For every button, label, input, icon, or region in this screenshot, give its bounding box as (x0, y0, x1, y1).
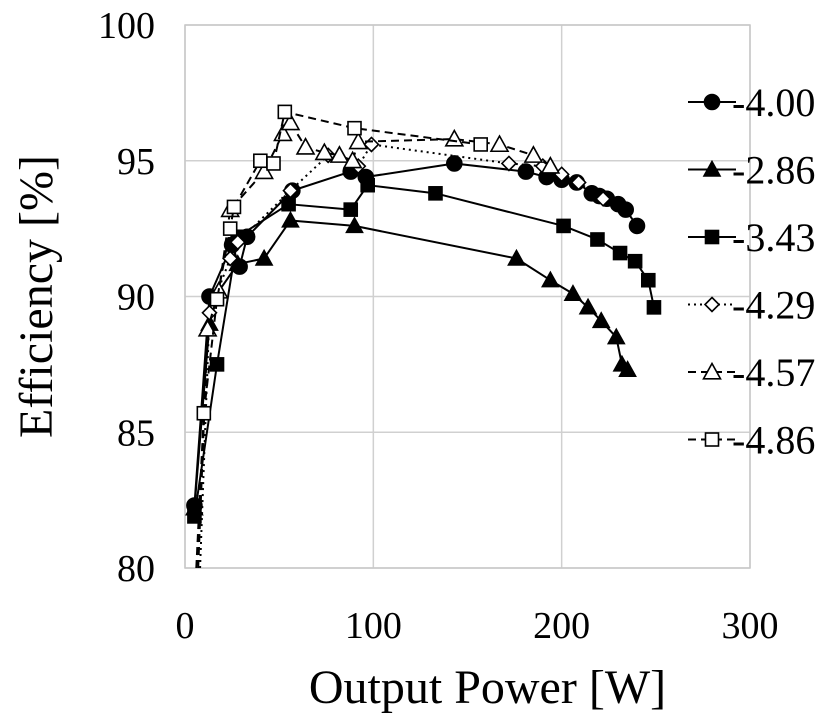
legend-marker (703, 296, 721, 313)
data-point (640, 272, 656, 288)
data-point (606, 327, 626, 345)
data-point (281, 210, 300, 228)
data-point (345, 216, 364, 234)
y-tick-label: 95 (117, 141, 155, 183)
legend-label: -2.86 (732, 148, 815, 193)
data-point (570, 174, 587, 191)
x-tick-label: 300 (722, 605, 779, 647)
data-point (646, 300, 662, 315)
data-point (360, 177, 375, 193)
series-2.86 (185, 210, 637, 516)
data-point (489, 134, 510, 153)
series-4.00 (186, 155, 646, 514)
data-point (446, 155, 463, 172)
data-point (280, 112, 301, 131)
series-4.29 (199, 136, 612, 569)
legend-label: -4.29 (732, 283, 815, 328)
legend-marker (704, 432, 720, 447)
legend-label: -3.43 (732, 215, 815, 260)
legend-marker (704, 229, 720, 245)
legend-label: -4.00 (732, 80, 815, 125)
x-tick-label: 0 (176, 605, 195, 647)
legend-item: -4.29 (688, 283, 815, 328)
legend-item: -4.86 (688, 418, 815, 463)
data-point (473, 137, 488, 152)
data-point (222, 221, 238, 236)
data-point (314, 142, 335, 161)
gridlines (184, 24, 751, 569)
legend: -4.00 -2.86 -3.43 -4.29 -4.57 -4.86 (688, 80, 815, 463)
data-point (281, 196, 296, 212)
data-point (277, 104, 293, 120)
x-tick-label: 100 (345, 605, 402, 647)
data-point (347, 120, 362, 136)
data-point (500, 155, 518, 172)
data-point (187, 509, 202, 524)
data-point (541, 270, 560, 288)
data-point (229, 234, 246, 251)
data-point (617, 201, 635, 218)
series-line (193, 162, 638, 506)
legend-marker (702, 159, 722, 177)
data-point (209, 291, 225, 307)
data-point (590, 232, 605, 247)
data-point (578, 297, 598, 315)
legend-item: -4.57 (688, 350, 815, 395)
data-point (295, 137, 316, 155)
y-axis-tick-labels: 80 85 90 95 100 (98, 5, 155, 590)
series-4.86 (195, 104, 488, 569)
series-4.57 (197, 112, 561, 569)
plot-area (184, 24, 751, 569)
data-point (618, 360, 637, 378)
y-axis-title: Efficiency [%] (10, 155, 63, 438)
data-point (254, 248, 274, 266)
x-axis-tick-labels: 0 100 200 300 (176, 605, 779, 647)
y-tick-label: 85 (117, 412, 155, 454)
series-3.43 (187, 177, 662, 524)
data-point (594, 190, 612, 207)
series-line (199, 143, 604, 569)
y-tick-label: 90 (117, 277, 155, 319)
data-point (612, 245, 628, 261)
legend-label: -4.57 (732, 350, 815, 395)
data-point (627, 253, 643, 269)
data-point (329, 145, 350, 163)
legend-item: -4.00 (688, 80, 815, 125)
data-point (517, 163, 535, 180)
legend-item: -2.86 (688, 148, 815, 193)
x-tick-label: 200 (533, 605, 590, 647)
data-point (444, 128, 465, 147)
data-point (266, 156, 281, 171)
data-point (348, 131, 369, 150)
data-point (197, 318, 218, 337)
data-point (428, 186, 443, 201)
data-point (343, 202, 359, 217)
data-point (363, 136, 380, 153)
data-point (196, 405, 212, 421)
data-point (556, 218, 571, 234)
data-point (540, 156, 561, 174)
data-point (591, 311, 611, 329)
data-point (253, 153, 268, 169)
data-point (342, 150, 363, 169)
data-point (226, 199, 242, 215)
x-axis-title: Output Power [W] (309, 661, 666, 714)
legend-label: -4.86 (732, 418, 815, 463)
series-line (195, 110, 481, 569)
series-line (197, 121, 551, 569)
legend-marker (703, 93, 721, 111)
data-point (628, 217, 646, 235)
data-point (507, 248, 526, 266)
legend-marker (702, 361, 722, 380)
legend-item: -3.43 (688, 215, 815, 260)
y-tick-label: 100 (98, 5, 155, 47)
series-line (193, 184, 655, 517)
data-series (185, 104, 662, 569)
data-point (523, 145, 544, 163)
data-point (282, 182, 299, 199)
data-point (209, 357, 225, 372)
data-point (563, 284, 583, 301)
y-tick-label: 80 (117, 548, 155, 590)
